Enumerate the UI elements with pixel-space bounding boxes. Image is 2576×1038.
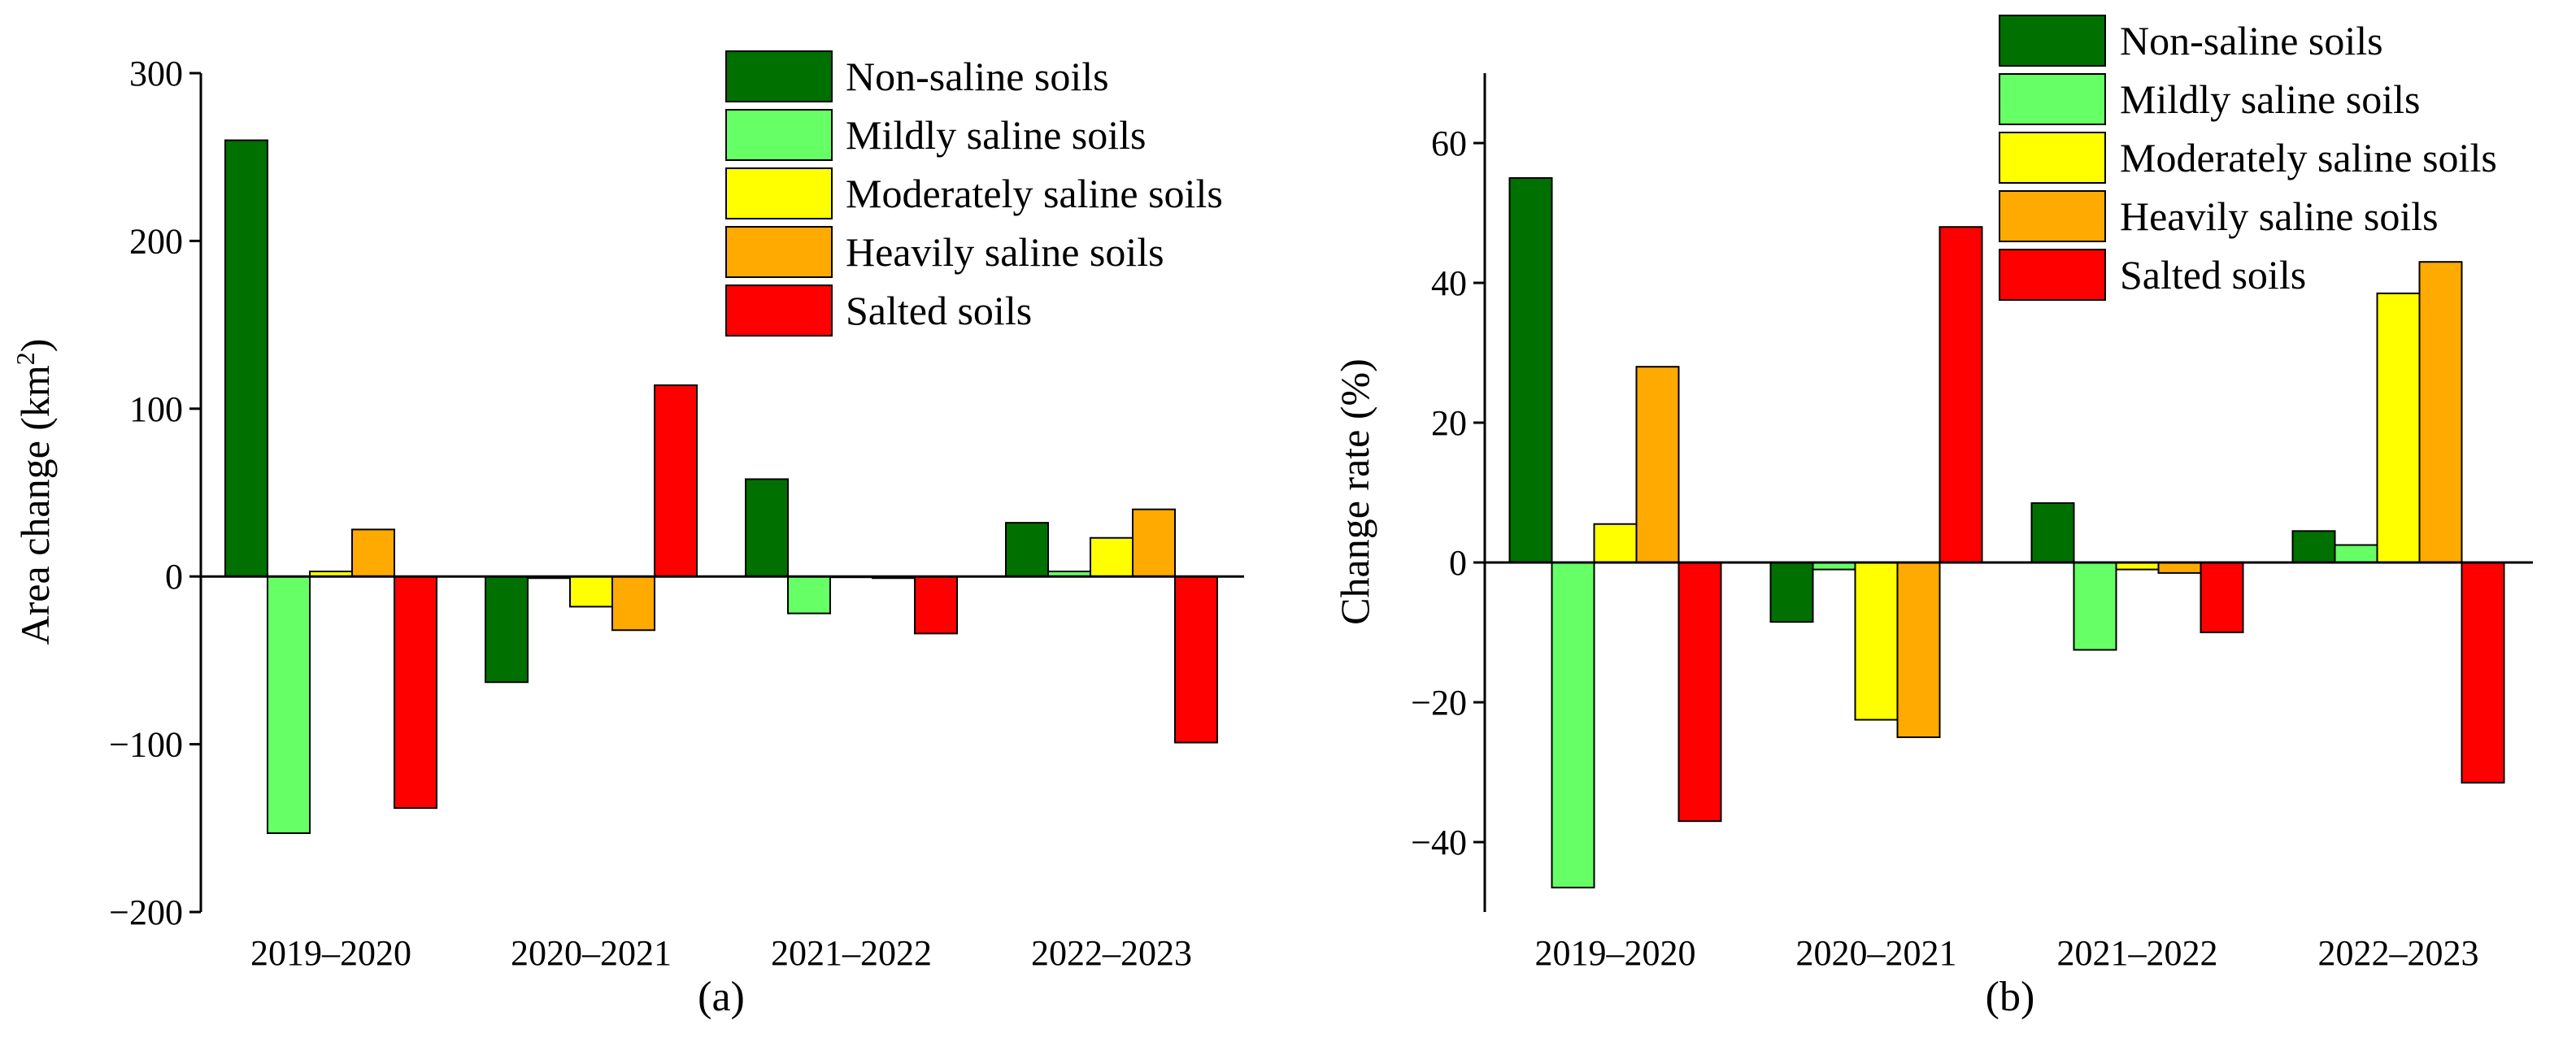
panel-a-y-tick-label-1: −100 <box>109 725 183 765</box>
panel-a-bar-heavily-saline-soils-2020-2021 <box>611 575 655 632</box>
panel-a-bar-moderately-saline-soils-2020-2021 <box>569 575 613 608</box>
panel-b-bar-non-saline-soils-2021-2022 <box>2030 502 2075 564</box>
panel-b-bar-non-saline-soils-2022-2023 <box>2291 530 2336 563</box>
panel-a-legend-swatch-non-saline-soils <box>725 50 833 102</box>
panel-b-bar-moderately-saline-soils-2022-2023 <box>2376 292 2421 563</box>
panel-b-y-axis-title: Change rate (%) <box>1332 358 1377 625</box>
panel-a-y-tick-label-4: 200 <box>129 221 183 261</box>
panel-b-bar-moderately-saline-soils-2019-2020 <box>1593 523 1638 564</box>
panel-b-x-tick-label-2020-2021: 2020–2021 <box>1796 933 1957 973</box>
panel-b-label: (b) <box>1986 974 2035 1020</box>
panel-b-bar-non-saline-soils-2020-2021 <box>1769 562 1814 623</box>
panel-b-legend-swatch-heavily-saline-soils <box>1999 190 2106 242</box>
panel-b-bar-moderately-saline-soils-2020-2021 <box>1854 562 1899 721</box>
panel-b-x-axis: 2019–2020 2020–2021 2021–2022 2022–2023 <box>1485 561 2533 973</box>
panel-a-bar-salted-soils-2020-2021 <box>654 384 698 578</box>
panel-b-y-tick-label-1: −20 <box>1411 683 1467 723</box>
panel-a-y-tick-label-0: −200 <box>109 893 183 932</box>
panel-b-bar-heavily-saline-soils-2022-2023 <box>2418 261 2463 563</box>
panel-b-bar-salted-soils-2020-2021 <box>1939 226 1983 563</box>
panel-a-y-tick-label-3: 100 <box>129 389 183 429</box>
panel-b-legend-label-salted-soils: Salted soils <box>2120 252 2306 298</box>
panel-a-bar-moderately-saline-soils-2022-2023 <box>1090 536 1134 578</box>
panel-a-legend-swatch-moderately-saline-soils <box>725 167 833 219</box>
panel-b-y-tick-label-2: 0 <box>1449 543 1467 583</box>
panel-b-legend-label-moderately-saline-soils: Moderately saline soils <box>2120 135 2497 180</box>
panel-b-y-tick-label-5: 60 <box>1431 124 1467 163</box>
panel-b-y-tick-label-0: −40 <box>1411 823 1467 862</box>
panel-a-x-tick-label-2019-2020: 2019–2020 <box>250 933 411 973</box>
panel-b-legend-swatch-non-saline-soils <box>1999 15 2106 67</box>
panel-b-bars <box>1508 177 2505 888</box>
panel-a-chart: −200 −100 0 100 200 300 2019–2020 2020–2021 202… <box>11 50 1244 1020</box>
panel-b-bar-mildly-saline-soils-2021-2022 <box>2073 562 2117 651</box>
panel-a-y-axis-title-superscript: 2 <box>11 352 40 365</box>
panel-b-x-tick-label-2021-2022: 2021–2022 <box>2057 933 2218 973</box>
panel-a-bar-salted-soils-2019-2020 <box>394 575 437 810</box>
panel-b-x-tick-label-2022-2023: 2022–2023 <box>2318 933 2479 973</box>
panel-a-legend-label-heavily-saline-soils: Heavily saline soils <box>846 229 1164 275</box>
panel-b-legend-label-heavily-saline-soils: Heavily saline soils <box>2120 193 2439 239</box>
panel-b-y-tick-label-3: 20 <box>1431 403 1467 443</box>
panel-b-legend: Non-saline soils Mildly saline soils Moder… <box>1999 15 2497 301</box>
panel-a-bar-non-saline-soils-2022-2023 <box>1005 522 1049 578</box>
panel-b-y-axis: −40 −20 0 20 40 60 <box>1411 73 1486 912</box>
panel-a-label: (a) <box>698 974 745 1020</box>
panel-b-legend-label-non-saline-soils: Non-saline soils <box>2120 18 2383 63</box>
panel-a-bar-salted-soils-2021-2022 <box>914 575 958 635</box>
panel-a-bar-mildly-saline-soils-2021-2022 <box>787 575 831 615</box>
panel-a-bar-non-saline-soils-2020-2021 <box>485 575 529 684</box>
panel-b-y-tick-label-4: 40 <box>1431 263 1467 303</box>
panel-b-legend-swatch-salted-soils <box>1999 249 2106 301</box>
panel-a-x-axis: 2019–2020 2020–2021 2021–2022 2022–2023 <box>201 575 1244 973</box>
panel-b-bar-non-saline-soils-2019-2020 <box>1508 177 1553 563</box>
panel-b-bar-mildly-saline-soils-2019-2020 <box>1551 562 1595 888</box>
panel-b-bar-heavily-saline-soils-2019-2020 <box>1635 366 1680 564</box>
panel-a-x-tick-label-2022-2023: 2022–2023 <box>1031 933 1192 973</box>
panel-b-bar-heavily-saline-soils-2021-2022 <box>2157 562 2202 574</box>
panel-a-bar-mildly-saline-soils-2019-2020 <box>267 575 311 834</box>
panel-a-y-axis-title: Area change (km2) <box>11 339 58 645</box>
panel-a-bar-heavily-saline-soils-2022-2023 <box>1132 508 1176 578</box>
panel-a-legend: Non-saline soils Mildly saline soils Moder… <box>725 50 1223 337</box>
panel-b-bar-salted-soils-2021-2022 <box>2200 562 2244 633</box>
panel-b-legend-swatch-mildly-saline-soils <box>1999 73 2106 125</box>
panel-b-bar-mildly-saline-soils-2022-2023 <box>2334 544 2378 563</box>
panel-a-y-tick-label-2: 0 <box>165 557 183 597</box>
panel-a-bar-non-saline-soils-2019-2020 <box>224 139 268 578</box>
panel-a-x-tick-label-2020-2021: 2020–2021 <box>511 933 672 973</box>
panel-a-x-tick-label-2021-2022: 2021–2022 <box>771 933 932 973</box>
panel-a-bar-salted-soils-2022-2023 <box>1174 575 1218 744</box>
panel-a-y-tick-label-5: 300 <box>129 54 183 93</box>
panel-a-legend-label-non-saline-soils: Non-saline soils <box>846 54 1109 99</box>
panel-a-bar-heavily-saline-soils-2019-2020 <box>351 528 395 578</box>
panel-b-bar-heavily-saline-soils-2020-2021 <box>1896 562 1941 738</box>
panel-b-x-tick-label-2019-2020: 2019–2020 <box>1535 933 1696 973</box>
panel-b-legend-swatch-moderately-saline-soils <box>1999 132 2106 184</box>
panel-a-legend-label-mildly-saline-soils: Mildly saline soils <box>846 112 1146 158</box>
panel-a-legend-label-salted-soils: Salted soils <box>846 288 1032 333</box>
panel-a-legend-swatch-salted-soils <box>725 284 833 337</box>
panel-a-legend-swatch-heavily-saline-soils <box>725 226 833 278</box>
panel-b-bar-salted-soils-2022-2023 <box>2461 562 2505 784</box>
panel-a-legend-label-moderately-saline-soils: Moderately saline soils <box>846 171 1223 216</box>
panel-a-legend-swatch-mildly-saline-soils <box>725 109 833 161</box>
panel-b-legend-label-mildly-saline-soils: Mildly saline soils <box>2120 76 2420 122</box>
panel-b-bar-salted-soils-2019-2020 <box>1677 562 1722 823</box>
panel-a-bar-non-saline-soils-2021-2022 <box>745 478 789 578</box>
panel-b-chart: −40 −20 0 20 40 60 2019–2020 2020–2021 2021–202… <box>1332 15 2533 1020</box>
panel-a-y-axis: −200 −100 0 100 200 300 <box>109 54 202 932</box>
